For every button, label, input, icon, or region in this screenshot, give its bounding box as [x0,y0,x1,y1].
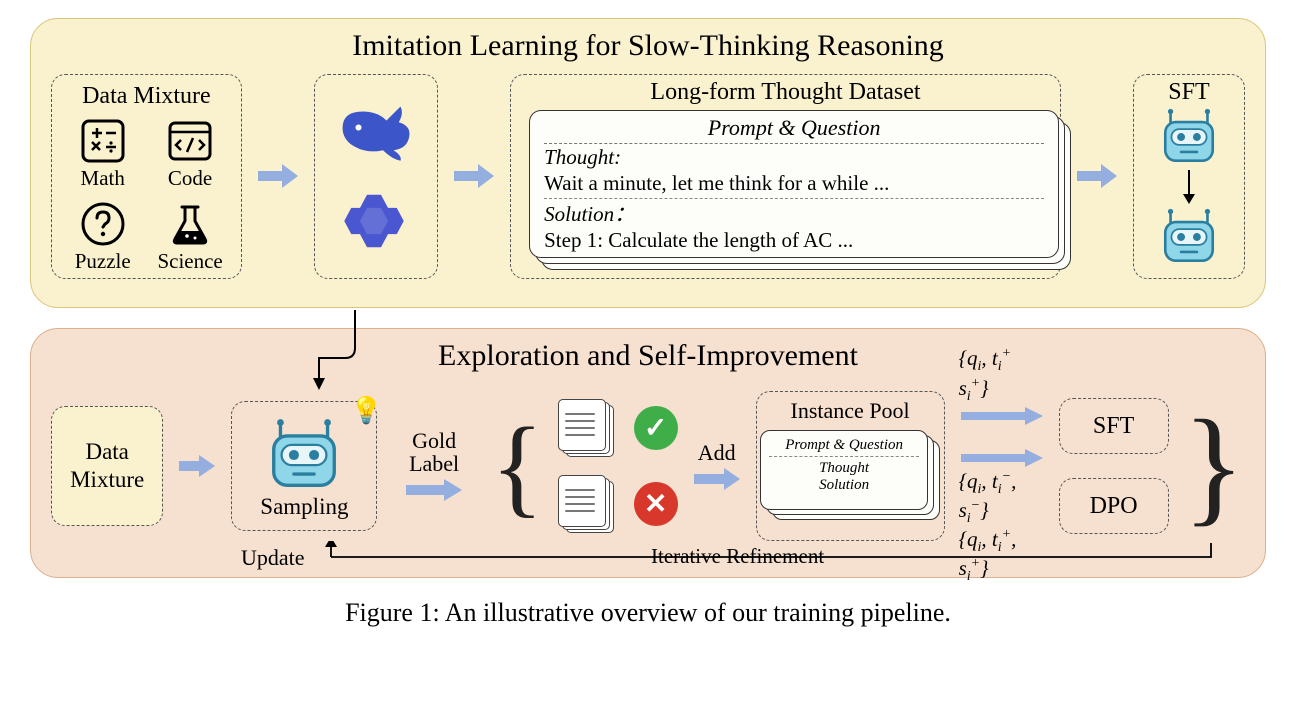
data-mixture-item-puzzle: Puzzle [64,197,141,274]
ip-line-1: Prompt & Question [769,435,919,457]
math-label: Math [64,166,141,191]
instance-pool-box: Instance Pool Prompt & Question Thought … [756,391,945,541]
arrow-3 [1075,161,1119,191]
code-icon [163,114,217,168]
data-mixture-item-science: Science [151,197,228,274]
dpo-method-box: DPO [1059,478,1169,534]
add-label: Add [698,440,736,466]
puzzle-icon [76,197,130,251]
ip-line-2: Thought [769,457,919,477]
docs-correct-icon [558,399,628,457]
sft-method-box: SFT [1059,398,1169,454]
arrow-1 [256,161,300,191]
data-mixture-title: Data Mixture [60,79,233,112]
arrow-dpo [959,447,1045,469]
science-label: Science [151,249,228,274]
sampling-label: Sampling [260,494,348,520]
qwen-knot-icon [336,186,416,256]
math-icon [76,114,130,168]
formula-dpo-neg: {qi, ti−, si−} [959,469,1045,527]
arrow-b3 [692,466,742,492]
data-mixture-small-label: Data Mixture [60,438,154,493]
instance-pool-card: Prompt & Question Thought Solution [760,430,928,510]
formula-sft: {qi, ti+ si+} [959,346,1045,404]
data-mixture-box: Data Mixture Math Code [51,74,242,279]
prompt-question-header: Prompt & Question [544,115,1044,144]
arrow-sft [959,405,1045,427]
top-row: Data Mixture Math Code [51,71,1245,281]
cross-icon: ✕ [634,482,678,526]
robot-sampling-icon [264,418,344,492]
model-source-box [314,74,438,279]
longform-dataset-box: Long-form Thought Dataset Prompt & Quest… [510,74,1061,279]
imitation-learning-panel: Imitation Learning for Slow-Thinking Rea… [30,18,1266,308]
data-mixture-item-math: Math [64,114,141,191]
instance-pool-title: Instance Pool [757,394,944,426]
data-mixture-item-code: Code [151,114,228,191]
dpo-method-label: DPO [1090,493,1138,520]
sampling-box: Sampling 💡 [231,401,377,531]
ip-line-3: Solution [769,477,919,494]
check-icon: ✓ [634,406,678,450]
brace-close-icon: } [1183,411,1245,522]
connector-arrow-down [305,308,365,403]
arrow-b1 [177,452,217,480]
deepseek-whale-icon [331,96,421,166]
sft-method-label: SFT [1093,413,1134,440]
sft-box: SFT [1133,74,1245,279]
exploration-panel: Exploration and Self-Improvement Data Mi… [30,328,1266,578]
thought-text: Wait a minute, let me think for a while … [544,170,1044,196]
thought-label: Thought: [544,145,621,169]
robot-blue-icon [1158,108,1220,168]
feedback-arrow [211,541,1221,571]
top-panel-title: Imitation Learning for Slow-Thinking Rea… [51,29,1245,63]
bottom-row: Data Mixture Sampling 💡 Gold Label { [51,381,1245,551]
down-arrow-icon [1179,168,1199,208]
docs-wrong-icon [558,475,628,533]
brace-open-icon: { [491,417,544,516]
code-label: Code [151,166,228,191]
doc-split: ✓ ✕ [558,399,678,533]
longform-card: Prompt & Question Thought: Wait a minute… [529,110,1059,258]
figure-caption: Figure 1: An illustrative overview of ou… [30,598,1266,628]
gold-label: Gold Label [391,429,476,475]
robot-yellow-icon [1158,208,1220,268]
sft-title: SFT [1168,75,1209,108]
data-mixture-small-box: Data Mixture [51,406,163,526]
puzzle-label: Puzzle [64,249,141,274]
arrow-b2 [404,477,464,503]
solution-text: Step 1: Calculate the length of AC ... [544,227,1044,253]
bottom-panel-title: Exploration and Self-Improvement [51,339,1245,373]
longform-title: Long-form Thought Dataset [511,75,1060,108]
solution-label: Solution： [544,202,635,226]
arrow-2 [452,161,496,191]
science-icon [163,197,217,251]
